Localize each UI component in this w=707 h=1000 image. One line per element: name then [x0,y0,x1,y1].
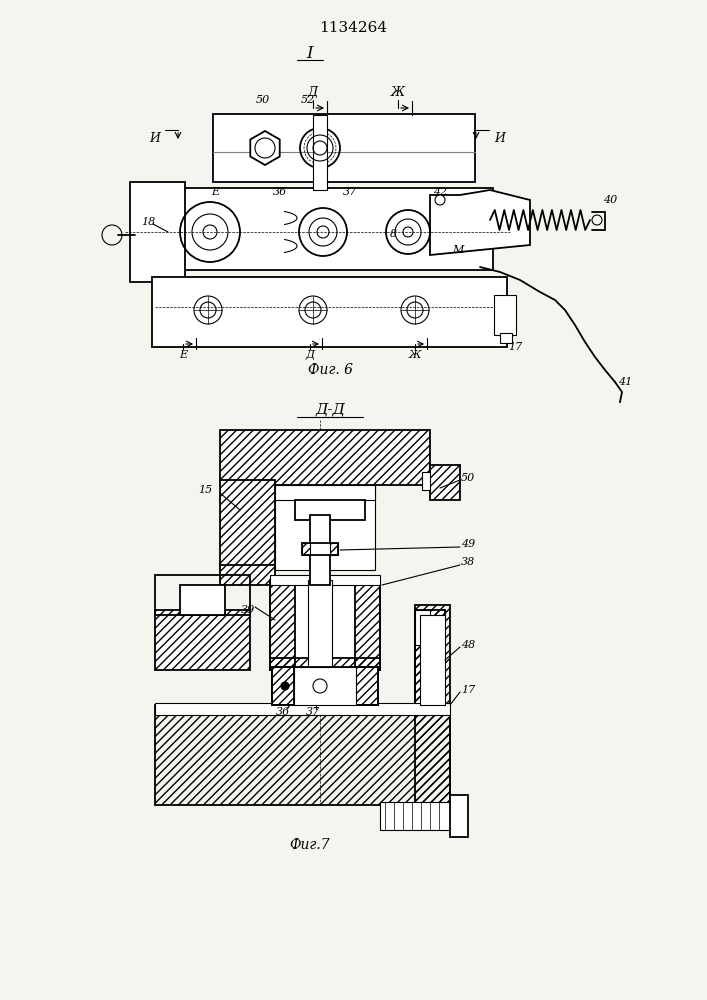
Text: 36: 36 [273,187,287,197]
Text: Фиг.7: Фиг.7 [290,838,330,852]
Bar [356,667,378,705]
Bar [294,667,356,705]
Bar [494,295,516,335]
Text: 36: 36 [276,707,290,717]
Polygon shape [430,190,530,255]
Text: И: И [150,131,160,144]
Bar [313,115,327,190]
Bar [270,575,380,585]
Bar [275,485,375,500]
Text: 18: 18 [141,217,155,227]
Bar [355,580,380,670]
Text: 50: 50 [256,95,270,105]
Text: И: И [495,131,506,144]
Text: 40: 40 [603,195,617,205]
Circle shape [435,195,445,205]
Circle shape [313,679,327,693]
Text: 38: 38 [461,557,475,567]
Bar [430,465,460,500]
Text: 15: 15 [198,485,212,495]
Bar [330,543,338,555]
Text: 39: 39 [241,605,255,615]
Bar [310,515,330,585]
Bar [213,114,475,182]
Text: 8: 8 [390,229,397,239]
Circle shape [281,682,289,690]
Polygon shape [250,131,280,165]
Bar [415,605,450,805]
Text: Фиг. 6: Фиг. 6 [308,363,353,377]
Bar [500,333,512,343]
Bar [415,610,445,705]
Bar [220,565,275,585]
Text: Д: Д [305,350,315,360]
Bar [302,543,310,555]
Text: 49: 49 [461,539,475,549]
Text: 1134264: 1134264 [319,21,387,35]
Text: I: I [307,44,313,62]
Text: 41: 41 [618,377,632,387]
Text: Ж: Ж [409,350,421,360]
Bar [155,610,250,670]
Text: 17: 17 [508,342,522,352]
Bar [270,580,295,670]
Bar [420,615,445,705]
Bar [220,480,275,570]
Text: Д-Д: Д-Д [315,403,345,417]
Bar [380,802,465,830]
Text: 37: 37 [343,187,357,197]
Text: 17: 17 [461,685,475,695]
Text: Д: Д [308,86,318,99]
Bar [270,658,380,670]
Bar [155,705,450,805]
Bar [415,610,430,645]
Bar [155,575,250,615]
Bar [180,585,225,615]
Bar [130,182,185,282]
Text: М: М [452,245,464,255]
Bar [302,543,338,555]
Text: 37: 37 [306,707,320,717]
Bar [270,580,380,670]
Bar [220,430,430,485]
Text: Е: Е [179,350,187,360]
Text: 48: 48 [461,640,475,650]
Bar [155,703,450,715]
Text: 42: 42 [433,187,447,197]
Text: Ж: Ж [391,86,405,99]
Bar [275,485,375,570]
Bar [295,500,365,520]
Bar [308,580,332,670]
Bar [152,277,507,347]
Bar [272,667,378,705]
Bar [422,472,430,490]
Bar [272,667,294,705]
Text: 50: 50 [461,473,475,483]
Bar [168,188,493,270]
Text: Е: Е [211,187,219,197]
Bar [450,795,468,837]
Text: 52: 52 [301,95,315,105]
